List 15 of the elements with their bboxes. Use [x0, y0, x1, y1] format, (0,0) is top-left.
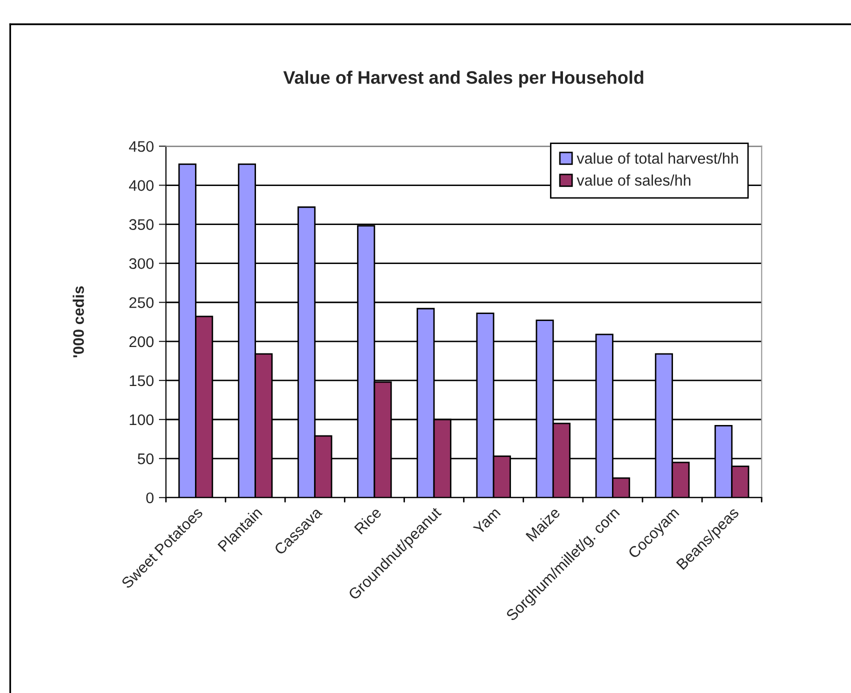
y-tick-label: 450 — [129, 141, 154, 152]
y-tick-label: 100 — [130, 414, 154, 426]
legend-label: value of sales/hh — [576, 174, 690, 186]
y-tick-label: 200 — [129, 336, 154, 348]
y-tick-label: 300 — [129, 258, 154, 270]
y-tick-label: 350 — [129, 219, 154, 230]
y-tick-label: 0 — [146, 492, 154, 504]
y-tick-label: 400 — [129, 180, 154, 191]
x-tick-label: Yam — [472, 507, 501, 536]
y-tick-label: 150 — [130, 375, 154, 386]
legend-label: value of total harvest/hh — [576, 152, 738, 164]
y-tick-label: 50 — [138, 453, 154, 464]
chart-title: Value of Harvest and Sales per Household — [283, 70, 644, 88]
y-axis-title: '000 cedis — [72, 286, 84, 358]
y-tick-label: 250 — [129, 297, 154, 308]
